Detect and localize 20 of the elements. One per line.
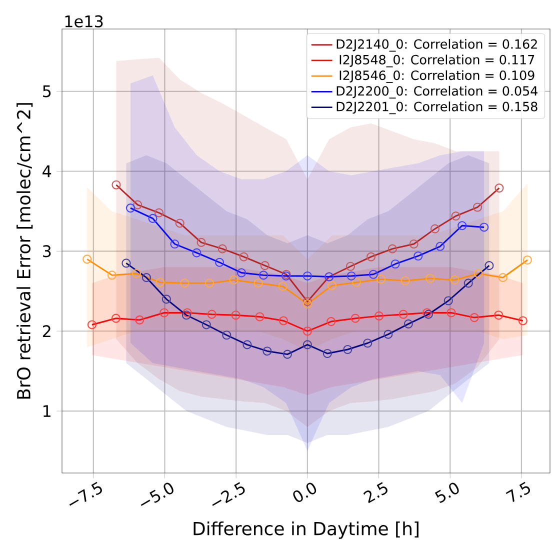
legend-label: D2J2200_0: Correlation = 0.054 (336, 86, 538, 99)
x-tick-label: −2.5 (212, 482, 245, 506)
x-tick-label: 0.0 (293, 482, 316, 502)
y-axis-title: BrO retrieval Error [molec/cm^2] (16, 103, 33, 399)
x-tick-label: −7.5 (69, 482, 102, 506)
text: 1e13 (65, 15, 103, 28)
x-axis-title: Difference in Daytime [h] (194, 521, 418, 539)
x-tick-label: 5.0 (434, 482, 459, 503)
y-tick-label: 2 (42, 325, 50, 338)
legend-label: D2J2140_0: Correlation = 0.162 (336, 39, 537, 52)
x-tick-label: −5.0 (140, 482, 174, 506)
legend-label: I2J8548_0: Correlation = 0.117 (340, 54, 534, 68)
y-tick-label: 1 (44, 405, 50, 417)
y-tick-label: 4 (42, 165, 52, 178)
y-tick-label: 5 (43, 85, 51, 98)
x-tick-label: 7.5 (506, 482, 530, 502)
legend-label: I2J8546_0: Correlation = 0.109 (340, 70, 534, 83)
x-tick-label: 2.5 (363, 482, 388, 504)
legend-label: D2J2201_0: Correlation = 0.158 (336, 102, 538, 114)
y-tick-label: 3 (42, 245, 51, 258)
